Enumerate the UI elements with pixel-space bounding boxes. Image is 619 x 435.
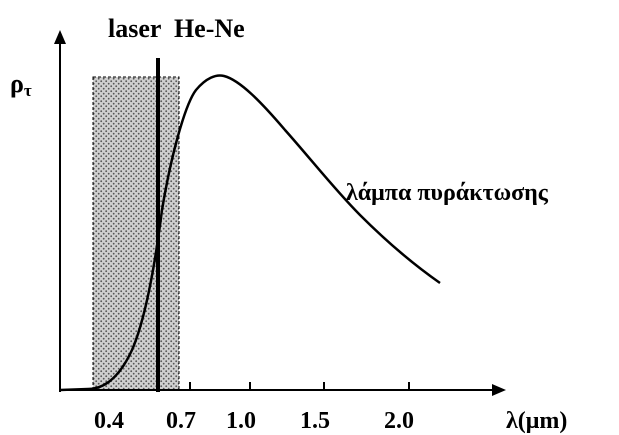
tick-label-2.0: 2.0 (384, 408, 414, 434)
y-axis-label-main: ρ (10, 69, 24, 98)
tick-label-1.0: 1.0 (226, 408, 256, 434)
y-axis-label-sub: τ (24, 81, 32, 100)
x-axis-label: λ(μm) (506, 408, 567, 434)
curve-label: λάμπα πυράκτωσης (346, 180, 549, 206)
tick-label-0.4: 0.4 (94, 408, 124, 434)
x-tick-labels: 0.4 0.7 1.0 1.5 2.0 (94, 408, 414, 434)
laser-title: laser He-Ne (108, 14, 245, 43)
tick-label-0.7: 0.7 (166, 408, 196, 434)
x-axis-arrow (492, 384, 506, 396)
lamp-spectrum-curve (59, 74, 441, 392)
y-axis-label: ρτ (10, 69, 32, 100)
y-axis-arrow (54, 30, 66, 44)
tick-label-1.5: 1.5 (300, 408, 330, 434)
